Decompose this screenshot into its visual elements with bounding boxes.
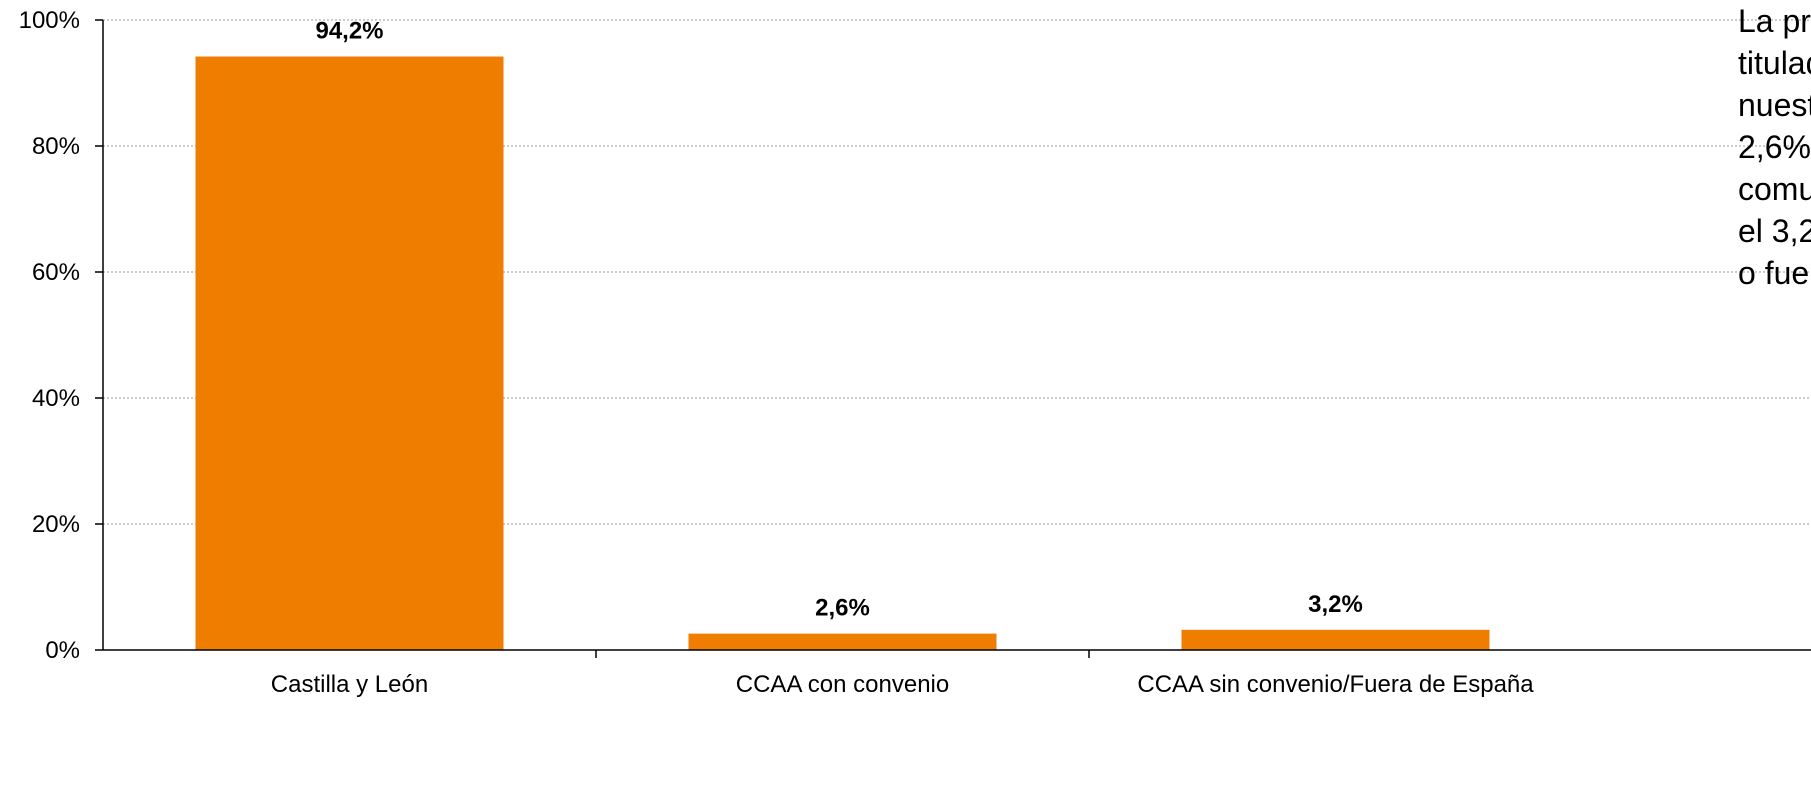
bar bbox=[195, 56, 504, 651]
y-tick-label: 40% bbox=[32, 385, 80, 412]
side-text-line: 2,6% bbox=[1738, 129, 1811, 165]
y-tick-label: 100% bbox=[19, 7, 80, 34]
side-text-line: el 3,2% bbox=[1738, 213, 1811, 249]
data-label: 94,2% bbox=[315, 18, 383, 45]
y-tick-label: 20% bbox=[32, 511, 80, 538]
data-label: 2,6% bbox=[815, 595, 870, 622]
data-labels: 94,2% 2,6% 3,2% bbox=[315, 18, 1362, 622]
side-text-line: La prá bbox=[1738, 3, 1811, 39]
side-text-line: comunic bbox=[1738, 171, 1811, 207]
data-label: 3,2% bbox=[1308, 591, 1363, 618]
y-tick-label: 80% bbox=[32, 133, 80, 160]
x-tick-label: Castilla y León bbox=[271, 671, 428, 698]
side-text-line: titulados bbox=[1738, 45, 1811, 81]
y-tick-labels: 0% 20% 40% 60% 80% 100% bbox=[19, 7, 80, 664]
side-text-line: o fuera bbox=[1738, 255, 1811, 291]
bar bbox=[688, 633, 997, 650]
bars bbox=[195, 56, 1490, 651]
x-tick-labels: Castilla y León CCAA con convenio CCAA sin… bbox=[271, 671, 1534, 698]
x-tick-label: CCAA sin convenio/Fuera de España bbox=[1137, 671, 1534, 698]
y-tick-label: 0% bbox=[45, 637, 80, 664]
bar bbox=[1181, 629, 1490, 650]
side-text-line: nuestra bbox=[1738, 87, 1811, 123]
side-annotation-text: La prá titulados nuestra 2,6% comunic el… bbox=[1738, 0, 1811, 294]
x-tick-label: CCAA con convenio bbox=[736, 671, 949, 698]
axes bbox=[95, 19, 1811, 658]
y-tick-label: 60% bbox=[32, 259, 80, 286]
